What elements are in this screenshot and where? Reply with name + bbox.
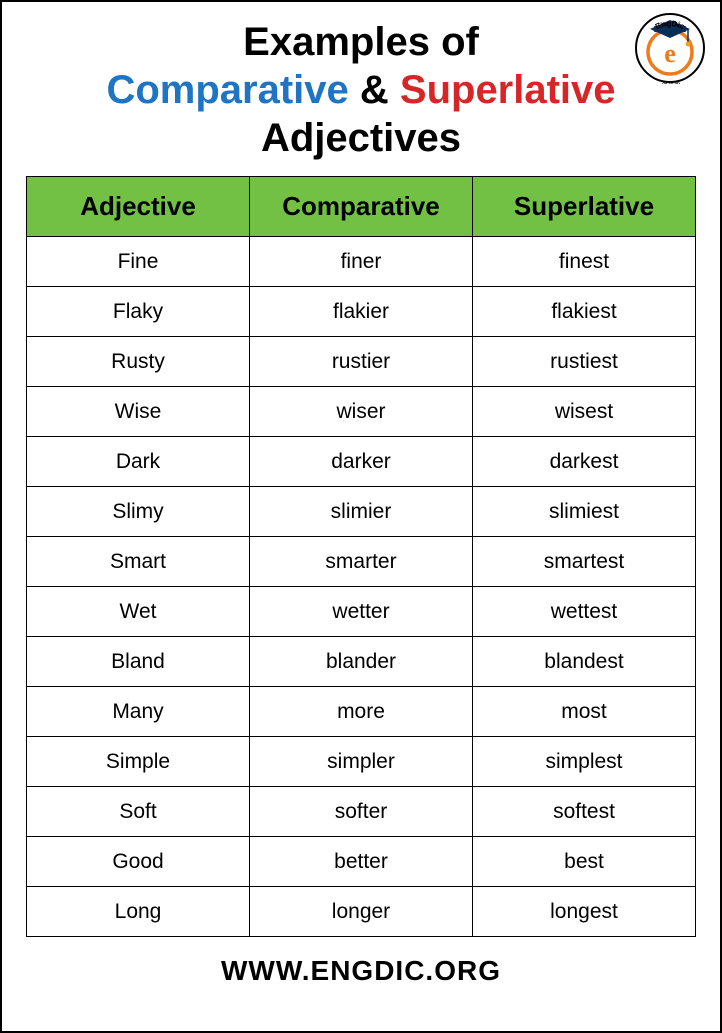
table-cell: darkest	[473, 437, 696, 487]
title-ampersand: &	[360, 68, 389, 112]
table-cell: better	[250, 837, 473, 887]
table-cell: Rusty	[27, 337, 250, 387]
table-cell: Fine	[27, 237, 250, 287]
table-cell: most	[473, 687, 696, 737]
table-cell: Dark	[27, 437, 250, 487]
table-cell: simpler	[250, 737, 473, 787]
svg-text:e: e	[664, 39, 676, 68]
table-cell: Long	[27, 887, 250, 937]
table-cell: Many	[27, 687, 250, 737]
title-line-1: Examples of	[22, 20, 700, 64]
col-superlative: Superlative	[473, 177, 696, 237]
table-row: Simplesimplersimplest	[27, 737, 696, 787]
table-row: Softsoftersoftest	[27, 787, 696, 837]
header: e EngDic EngDic www. Examples of Compara…	[2, 2, 720, 176]
table-cell: best	[473, 837, 696, 887]
table-cell: wetter	[250, 587, 473, 637]
table-header-row: Adjective Comparative Superlative	[27, 177, 696, 237]
table-cell: flakiest	[473, 287, 696, 337]
table-cell: Simple	[27, 737, 250, 787]
footer-url: WWW.ENGDIC.ORG	[2, 937, 720, 1003]
table-cell: longer	[250, 887, 473, 937]
table-row: Wisewiserwisest	[27, 387, 696, 437]
table-cell: simplest	[473, 737, 696, 787]
table-cell: Good	[27, 837, 250, 887]
adjectives-table: Adjective Comparative Superlative Finefi…	[26, 176, 696, 937]
table-cell: wiser	[250, 387, 473, 437]
table-row: Smartsmartersmartest	[27, 537, 696, 587]
table-cell: Wet	[27, 587, 250, 637]
engdic-logo: e EngDic EngDic www.	[634, 12, 706, 84]
table-cell: more	[250, 687, 473, 737]
table-cell: Flaky	[27, 287, 250, 337]
title-superlative: Superlative	[400, 68, 616, 112]
table-cell: blandest	[473, 637, 696, 687]
table-row: Wetwetterwettest	[27, 587, 696, 637]
table-row: Rustyrustierrustiest	[27, 337, 696, 387]
table-container: Adjective Comparative Superlative Finefi…	[2, 176, 720, 937]
title-line-2: Comparative & Superlative Adjectives	[22, 66, 700, 162]
table-body: FinefinerfinestFlakyflakierflakiestRusty…	[27, 237, 696, 937]
table-cell: darker	[250, 437, 473, 487]
table-cell: flakier	[250, 287, 473, 337]
table-cell: slimiest	[473, 487, 696, 537]
table-row: Goodbetterbest	[27, 837, 696, 887]
table-cell: finest	[473, 237, 696, 287]
table-row: Flakyflakierflakiest	[27, 287, 696, 337]
table-row: Blandblanderblandest	[27, 637, 696, 687]
title-adjectives: Adjectives	[261, 116, 461, 160]
table-cell: rustiest	[473, 337, 696, 387]
table-cell: smartest	[473, 537, 696, 587]
table-cell: softest	[473, 787, 696, 837]
table-row: Longlongerlongest	[27, 887, 696, 937]
table-cell: smarter	[250, 537, 473, 587]
table-row: Manymoremost	[27, 687, 696, 737]
col-adjective: Adjective	[27, 177, 250, 237]
table-cell: longest	[473, 887, 696, 937]
table-cell: Wise	[27, 387, 250, 437]
table-cell: Smart	[27, 537, 250, 587]
table-cell: softer	[250, 787, 473, 837]
table-cell: finer	[250, 237, 473, 287]
table-cell: wettest	[473, 587, 696, 637]
table-cell: Slimy	[27, 487, 250, 537]
table-cell: rustier	[250, 337, 473, 387]
table-row: Slimyslimierslimiest	[27, 487, 696, 537]
table-cell: Bland	[27, 637, 250, 687]
table-cell: Soft	[27, 787, 250, 837]
table-cell: wisest	[473, 387, 696, 437]
col-comparative: Comparative	[250, 177, 473, 237]
table-row: Darkdarkerdarkest	[27, 437, 696, 487]
table-cell: slimier	[250, 487, 473, 537]
title-comparative: Comparative	[106, 68, 348, 112]
table-cell: blander	[250, 637, 473, 687]
table-row: Finefinerfinest	[27, 237, 696, 287]
